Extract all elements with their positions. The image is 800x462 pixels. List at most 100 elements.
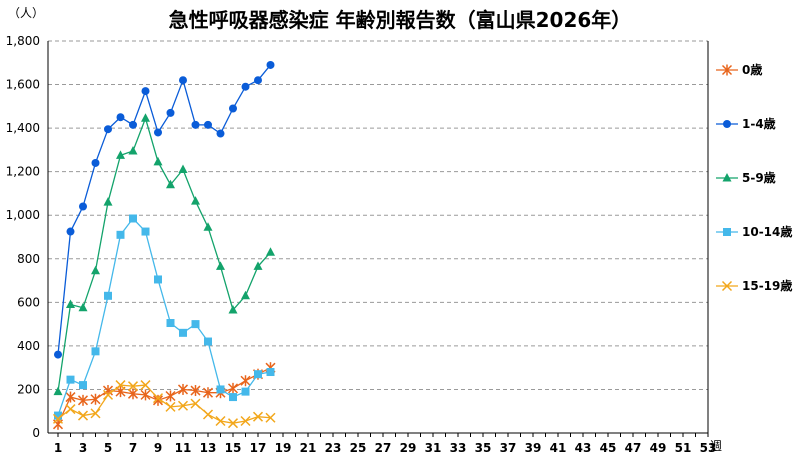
data-point-series-2 — [66, 299, 75, 309]
data-point-series-1 — [266, 60, 275, 69]
data-point-series-0 — [165, 390, 176, 402]
series-line-4 — [57, 384, 271, 424]
data-point-series-1 — [91, 158, 100, 167]
data-point-series-1 — [54, 350, 62, 359]
legend-marker — [723, 228, 731, 236]
data-point-series-3 — [229, 393, 237, 402]
data-point-series-0 — [240, 375, 251, 387]
y-tick-label: 1,200 — [6, 165, 40, 179]
data-point-series-4 — [152, 393, 164, 404]
x-tick-label: 27 — [375, 441, 392, 455]
data-point-series-1 — [179, 76, 187, 85]
data-point-series-2 — [178, 164, 188, 173]
data-point-series-0 — [127, 388, 139, 400]
data-point-series-3 — [66, 375, 75, 384]
data-point-series-2 — [53, 386, 63, 396]
data-point-series-4 — [90, 408, 101, 419]
x-tick-label: 29 — [400, 441, 417, 455]
x-tick-label: 43 — [575, 441, 592, 455]
data-point-series-1 — [229, 104, 237, 113]
data-point-series-1 — [104, 125, 112, 134]
x-tick-label: 47 — [625, 441, 642, 455]
data-point-series-1 — [166, 108, 175, 117]
y-tick-label: 1,000 — [6, 208, 40, 222]
series-line-1 — [57, 64, 272, 355]
data-point-series-2 — [203, 222, 213, 231]
data-point-series-0 — [77, 394, 89, 406]
data-point-series-0 — [52, 418, 64, 430]
legend-label: 10-14歳 — [742, 224, 792, 239]
data-point-series-2 — [153, 156, 163, 166]
y-tick-label: 800 — [17, 252, 40, 266]
data-point-series-3 — [179, 328, 187, 337]
data-point-series-3 — [204, 337, 212, 346]
data-point-series-2 — [116, 150, 125, 159]
legend-label: 15-19歳 — [742, 278, 792, 293]
y-axis-unit-label: （人） — [8, 6, 45, 20]
x-tick-label: 51 — [675, 441, 692, 455]
series-line-2 — [57, 116, 271, 392]
x-tick-label: 13 — [200, 441, 217, 455]
data-point-series-1 — [241, 82, 250, 91]
data-point-series-1 — [129, 120, 137, 129]
y-tick-label: 1,800 — [6, 34, 40, 48]
x-tick-label: 15 — [225, 441, 242, 455]
data-point-series-2 — [216, 261, 225, 270]
data-point-series-1 — [191, 120, 200, 129]
data-point-series-1 — [216, 129, 225, 138]
y-tick-label: 1,600 — [6, 78, 40, 92]
data-point-series-4 — [215, 415, 226, 427]
data-point-series-0 — [190, 385, 201, 397]
data-point-series-4 — [65, 404, 76, 415]
data-point-series-4 — [177, 400, 189, 411]
x-tick-label: 5 — [104, 441, 112, 455]
data-point-series-1 — [254, 76, 262, 85]
x-tick-label: 21 — [300, 441, 317, 455]
data-point-series-3 — [266, 368, 275, 377]
x-tick-label: 49 — [650, 441, 667, 455]
data-point-series-1 — [204, 120, 212, 129]
legend-label: 0歳 — [742, 62, 762, 77]
y-tick-label: 600 — [17, 295, 40, 309]
data-point-series-0 — [140, 389, 151, 401]
legend-marker — [721, 280, 733, 292]
data-point-series-4 — [202, 409, 214, 420]
y-tick-label: 200 — [17, 382, 40, 396]
data-point-series-2 — [91, 265, 100, 275]
x-tick-label: 31 — [425, 441, 442, 455]
legend-marker — [723, 120, 731, 128]
data-point-series-1 — [141, 87, 150, 96]
data-point-series-2 — [103, 197, 113, 206]
data-point-series-0 — [90, 393, 101, 405]
x-tick-label: 53 — [700, 441, 717, 455]
legend-marker — [721, 64, 733, 76]
data-point-series-4 — [252, 411, 264, 422]
data-point-series-1 — [66, 227, 75, 236]
data-point-series-2 — [228, 304, 238, 314]
x-tick-label: 33 — [450, 441, 467, 455]
data-point-series-3 — [166, 319, 175, 328]
data-point-series-4 — [115, 380, 126, 391]
data-point-series-2 — [141, 113, 150, 122]
data-point-series-3 — [91, 347, 100, 356]
data-point-series-4 — [265, 412, 276, 423]
x-tick-label: 41 — [550, 441, 567, 455]
data-point-series-4 — [127, 381, 139, 392]
data-point-series-3 — [116, 230, 125, 239]
series-line-3 — [57, 217, 271, 416]
data-point-series-4 — [77, 410, 89, 421]
x-tick-label: 25 — [350, 441, 367, 455]
legend-marker — [722, 173, 732, 182]
data-point-series-1 — [154, 128, 162, 137]
data-point-series-3 — [254, 370, 262, 379]
data-point-series-2 — [191, 196, 200, 205]
x-tick-label: 23 — [325, 441, 342, 455]
x-tick-label: 19 — [275, 441, 292, 455]
x-tick-label: 11 — [175, 441, 192, 455]
data-point-series-4 — [227, 418, 239, 429]
data-point-series-4 — [165, 401, 176, 412]
data-point-series-3 — [104, 291, 112, 300]
y-tick-label: 400 — [17, 339, 40, 353]
data-point-series-1 — [116, 113, 125, 122]
x-tick-label: 17 — [250, 441, 267, 455]
